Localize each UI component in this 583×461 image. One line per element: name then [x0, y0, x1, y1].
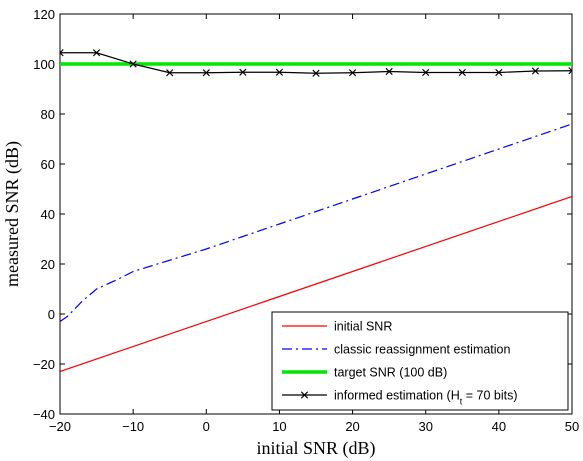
x-axis-title: initial SNR (dB): [256, 438, 375, 459]
legend-label-1: classic reassignment estimation: [334, 343, 511, 357]
series-1: [60, 123, 572, 322]
y-tick-label: −20: [33, 357, 55, 372]
legend-subscript: t: [460, 397, 463, 407]
data-point-marker: [166, 69, 174, 77]
data-point-marker: [568, 67, 572, 72]
data-point-marker: [422, 68, 430, 77]
x-tick-label: 10: [272, 419, 286, 434]
series-group: [60, 49, 572, 373]
y-tick-label: 40: [41, 207, 55, 222]
x-tick-label: 30: [418, 419, 432, 434]
legend-marker: [300, 391, 309, 399]
data-point-marker: [348, 69, 357, 77]
x-tick-label: −20: [49, 419, 71, 434]
data-point-marker: [385, 67, 393, 76]
legend-label-tail: = 70 bits): [462, 389, 517, 403]
data-point-marker: [92, 49, 101, 57]
data-point-marker: [458, 68, 466, 77]
series-0: [60, 195, 572, 373]
x-tick-label: 40: [492, 419, 506, 434]
data-point-marker: [568, 69, 572, 75]
y-tick-label: 20: [41, 257, 55, 272]
y-tick-label: 120: [33, 7, 55, 22]
y-tick-label: 80: [41, 107, 55, 122]
x-tick-label: 0: [203, 419, 210, 434]
y-tick-label: 0: [48, 307, 55, 322]
data-point-marker: [239, 68, 247, 76]
series-3: [60, 49, 572, 77]
y-axis-title: measured SNR (dB): [2, 141, 23, 287]
data-point-marker: [275, 68, 284, 76]
data-point-marker: [60, 51, 64, 57]
x-tick-label: −10: [122, 419, 144, 434]
legend-label-0: initial SNR: [334, 320, 392, 334]
legend: initial SNR classic reassignment estimati…: [271, 311, 569, 411]
data-point-marker: [129, 60, 137, 68]
data-point-marker: [531, 67, 540, 75]
legend-label-3: informed estimation (Ht = 70 bits): [334, 389, 518, 407]
x-tick-label: 20: [345, 419, 359, 434]
legend-label-2: target SNR (100 dB): [334, 366, 447, 380]
series-line: [60, 123, 572, 322]
y-tick-label: 100: [33, 57, 55, 72]
data-point-marker: [495, 68, 503, 77]
y-tick-label: −40: [33, 407, 55, 422]
legend-box: [271, 311, 569, 411]
data-point-marker: [60, 49, 64, 54]
x-tick-label: 50: [565, 419, 579, 434]
y-tick-label: 60: [41, 157, 55, 172]
series-line: [60, 195, 572, 373]
data-point-marker: [202, 69, 210, 77]
data-point-marker: [312, 69, 320, 77]
